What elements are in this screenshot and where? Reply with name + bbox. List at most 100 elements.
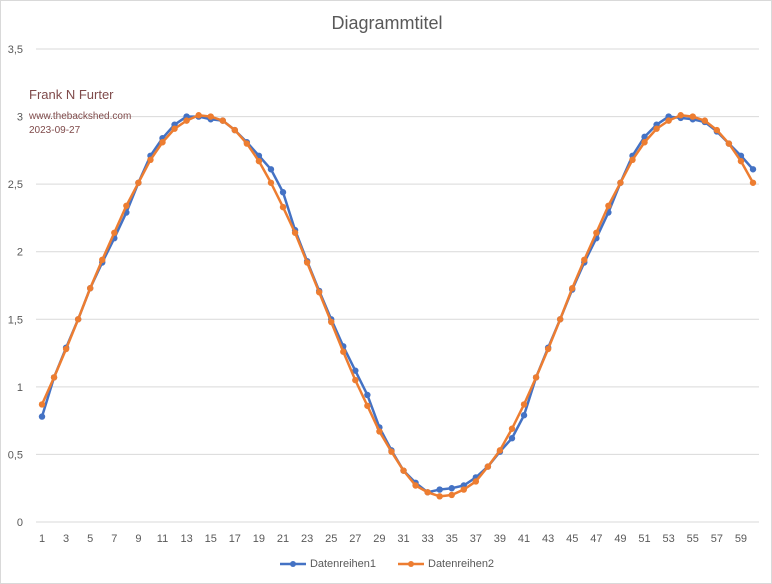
x-tick-label: 13 [180,533,192,545]
legend-label: Datenreihen2 [428,558,495,570]
series-line-2 [40,113,755,498]
legend-label: Datenreihen1 [309,558,376,570]
legend: Datenreihen1 Datenreihen2 [1,558,771,570]
data-point-series2 [74,316,82,323]
x-tick-label: 31 [397,533,409,545]
data-point-series2 [581,256,588,264]
data-point-series2 [303,259,311,266]
data-point-series2 [544,345,552,353]
data-point-series2 [556,316,564,323]
x-tick-label: 21 [277,533,289,545]
data-point-series2 [460,486,467,493]
data-point-series2 [677,112,684,119]
data-point-series2 [87,285,94,292]
y-tick-label: 0,5 [8,449,23,461]
data-point-series1 [279,189,287,196]
y-tick-label: 3,5 [8,44,23,56]
data-point-series2 [99,256,106,264]
data-point-series2 [701,117,708,124]
data-point-series1 [520,412,528,419]
x-tick-label: 17 [229,533,241,545]
x-tick-label: 35 [446,533,458,545]
data-point-series1 [641,133,648,141]
date-text: 2023-09-27 [29,125,81,136]
data-point-series2 [195,112,202,119]
x-tick-label: 29 [373,533,385,545]
data-point-series2 [50,374,58,381]
data-point-series2 [183,117,190,124]
data-point-series2 [629,156,636,164]
x-tick-label: 33 [422,533,434,545]
data-point-series2 [593,229,600,236]
data-point-series2 [532,374,540,381]
data-point-series1 [436,486,443,493]
y-tick-label: 3 [17,112,23,124]
y-tick-label: 0 [17,517,23,529]
website-text: www.thebackshed.com [29,111,132,122]
x-tick-label: 1 [39,533,45,545]
data-point-series1 [508,435,516,442]
data-point-series2 [617,179,624,186]
data-point-series2 [689,113,696,120]
data-point-series2 [255,157,263,165]
data-point-series2 [653,125,660,132]
data-point-series2 [147,156,154,164]
x-tick-label: 19 [253,533,265,545]
x-tick-label: 57 [711,533,723,545]
data-point-series1 [267,166,275,173]
data-point-series1 [352,367,359,374]
x-tick-label: 41 [518,533,530,545]
data-point-series2 [388,448,395,455]
data-point-series1 [749,166,757,173]
data-point-series2 [713,126,721,134]
data-point-series2 [364,402,371,409]
x-tick-label: 15 [205,533,217,545]
data-point-series2 [352,376,359,384]
data-point-series2 [243,140,251,147]
data-point-series2 [749,179,757,186]
y-tick-label: 2,5 [8,179,23,191]
x-tick-label: 51 [638,533,650,545]
legend-item-series1[interactable]: Datenreihen1 [279,558,376,570]
data-point-series2 [508,425,516,432]
x-tick-label: 23 [301,533,313,545]
data-point-series2 [171,125,178,132]
y-tick-label: 2 [17,247,23,259]
x-tick-label: 53 [663,533,675,545]
data-point-series2 [737,157,745,165]
data-point-series2 [412,482,419,489]
x-tick-label: 27 [349,533,361,545]
data-point-series1 [38,413,46,420]
data-point-series2 [219,117,226,124]
x-tick-label: 9 [135,533,141,545]
data-point-series2 [436,493,443,500]
x-tick-label: 59 [735,533,747,545]
data-point-series2 [279,203,287,211]
data-point-series2 [472,478,480,485]
x-tick-label: 7 [111,533,117,545]
data-point-series2 [111,229,118,236]
data-point-series2 [267,179,275,186]
x-tick-label: 37 [470,533,482,545]
data-point-series2 [496,447,504,454]
x-tick-label: 47 [590,533,602,545]
x-tick-label: 55 [687,533,699,545]
data-point-series2 [328,318,335,326]
x-tick-label: 11 [157,533,168,545]
y-tick-label: 1 [17,382,23,394]
data-point-series2 [123,202,130,209]
x-tick-label: 5 [87,533,93,545]
data-point-series2 [315,289,323,296]
x-tick-label: 43 [542,533,554,545]
data-point-series2 [400,467,407,474]
data-point-series2 [484,463,492,470]
data-point-series2 [569,285,576,292]
author-name: Frank N Furter [29,87,114,102]
x-tick-label: 39 [494,533,506,545]
legend-item-series2[interactable]: Datenreihen2 [398,558,494,570]
x-tick-label: 25 [325,533,337,545]
data-point-series1 [364,391,371,399]
data-point-series2 [159,139,166,146]
data-point-series2 [231,126,239,134]
